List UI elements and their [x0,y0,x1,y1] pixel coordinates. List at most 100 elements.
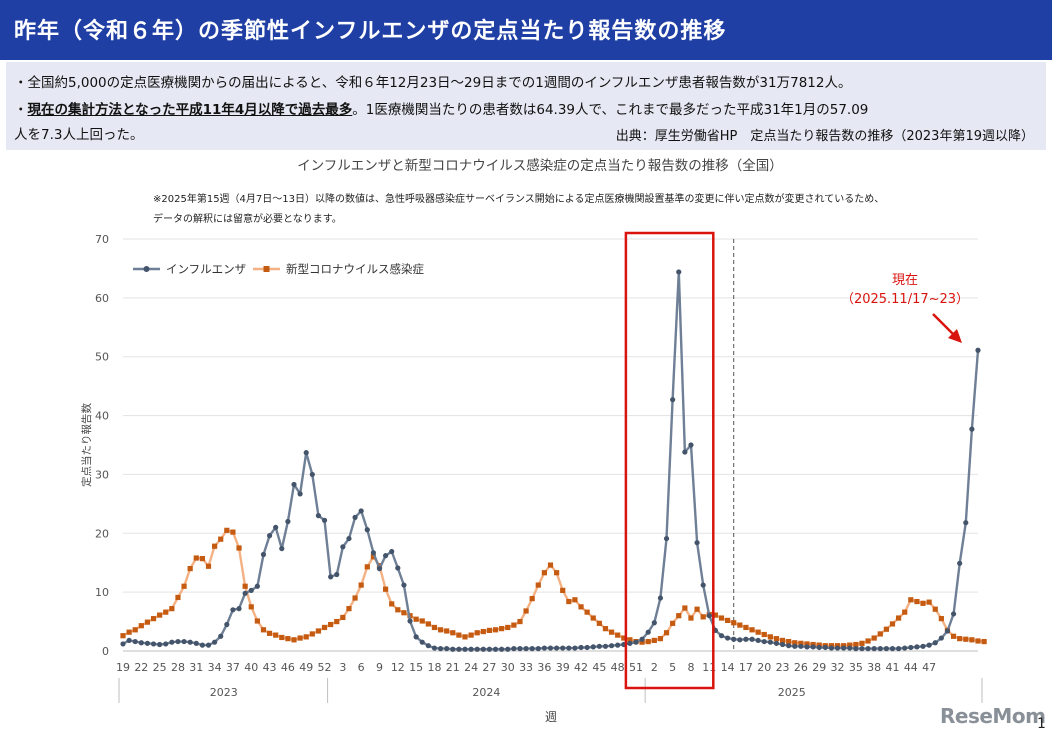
influenza-point [944,628,951,634]
covid-point [914,598,920,605]
covid-point [969,637,975,643]
current-annotation-arrow-head [948,329,962,343]
influenza-point [627,640,633,646]
influenza-point [560,645,566,651]
influenza-point [731,636,737,642]
covid-point [608,629,615,635]
x-tick-label: 33 [519,661,533,674]
covid-point [883,626,889,632]
covid-point [865,638,871,644]
y-axis-label: 定点当たり報告数 [80,403,93,487]
influenza-point [608,643,615,649]
covid-point [364,564,370,570]
covid-point [963,636,969,642]
covid-point [456,632,462,638]
influenza-point [450,646,456,652]
x-tick-label: 5 [669,661,676,674]
influenza-point [810,644,816,650]
bullet-2: ・現在の集計方法となった平成11年4月以降で過去最多。1医療機関当たりの患者数は… [14,98,868,118]
covid-point [474,630,480,636]
covid-point [266,630,273,636]
covid-point [279,634,285,641]
x-tick-label: 32 [831,661,845,674]
covid-point [554,570,560,576]
covid-point [773,636,780,642]
covid-point [663,630,670,636]
influenza-point [157,641,163,648]
influenza-point [230,607,236,613]
covid-point [584,609,590,615]
covid-point [260,627,267,633]
influenza-point [364,527,370,533]
influenza-point [645,629,651,635]
covid-point [132,627,138,633]
covid-point [144,619,151,625]
covid-point [786,638,792,645]
y-tick-label: 60 [95,292,109,305]
covid-point [743,624,749,631]
influenza-point [670,397,676,403]
influenza-point [291,481,297,488]
x-tick-label: 48 [611,661,625,674]
legend-influenza-marker [143,266,150,272]
influenza-point [517,646,523,652]
current-annotation-label: 現在 [892,273,918,288]
covid-point [334,618,340,625]
covid-point [749,627,755,633]
influenza-point [212,639,218,645]
bullet-2-prefix: ・ [14,102,28,118]
influenza-point [889,646,896,652]
influenza-point [920,643,926,649]
x-tick-label: 36 [537,661,551,674]
covid-point [517,618,523,625]
chart-note-line-2: データの解釈には留意が必要となります。 [153,212,342,225]
slide-title: 昨年（令和６年）の季節性インフルエンザの定点当たり報告数の推移 [14,19,727,44]
covid-point [492,627,499,633]
influenza-point [205,642,212,648]
influenza-point [303,450,309,456]
influenza-point [834,645,841,651]
covid-point [126,629,132,635]
covid-point [480,628,486,635]
y-tick-label: 10 [95,586,109,599]
influenza-point [492,646,499,652]
covid-point [303,634,309,640]
covid-point [859,640,865,646]
influenza-point [358,508,364,514]
x-tick-label: 26 [794,661,808,674]
influenza-point [743,636,749,642]
influenza-point [926,642,932,648]
influenza-point [792,643,798,649]
influenza-point [328,574,334,580]
influenza-point [975,347,981,353]
covid-point [273,632,279,638]
covid-point [401,610,407,616]
influenza-point [725,635,731,641]
covid-point [798,640,804,646]
influenza-point [682,449,688,455]
source-citation: 出典：厚生労働省HP 定点当たり報告数の推移（2023年第19週以降） [615,129,1034,144]
covid-point [853,641,859,648]
influenza-point [957,560,963,566]
covid-point [981,638,987,645]
legend-covid-label: 新型コロナウイルス感染症 [286,262,424,276]
covid-point [163,609,169,615]
influenza-point [639,636,645,642]
covid-point [938,616,944,622]
current-annotation-date: （2025.11/17~23） [841,292,969,307]
covid-point [700,614,706,620]
x-tick-label: 21 [446,661,460,674]
influenza-point [132,638,138,645]
bullet-1: ・全国約5,000の定点医療機関からの届出によると、令和６年12月23日～29日… [14,75,852,91]
covid-point [657,636,664,642]
influenza-point [694,540,700,546]
influenza-point [242,590,248,596]
influenza-point [193,640,199,646]
influenza-point [419,639,425,645]
influenza-point [572,645,578,651]
legend-covid-marker [263,266,270,272]
x-tick-label: 24 [464,661,478,674]
covid-point [187,566,193,572]
influenza-point [144,640,151,646]
influenza-point [688,442,694,448]
